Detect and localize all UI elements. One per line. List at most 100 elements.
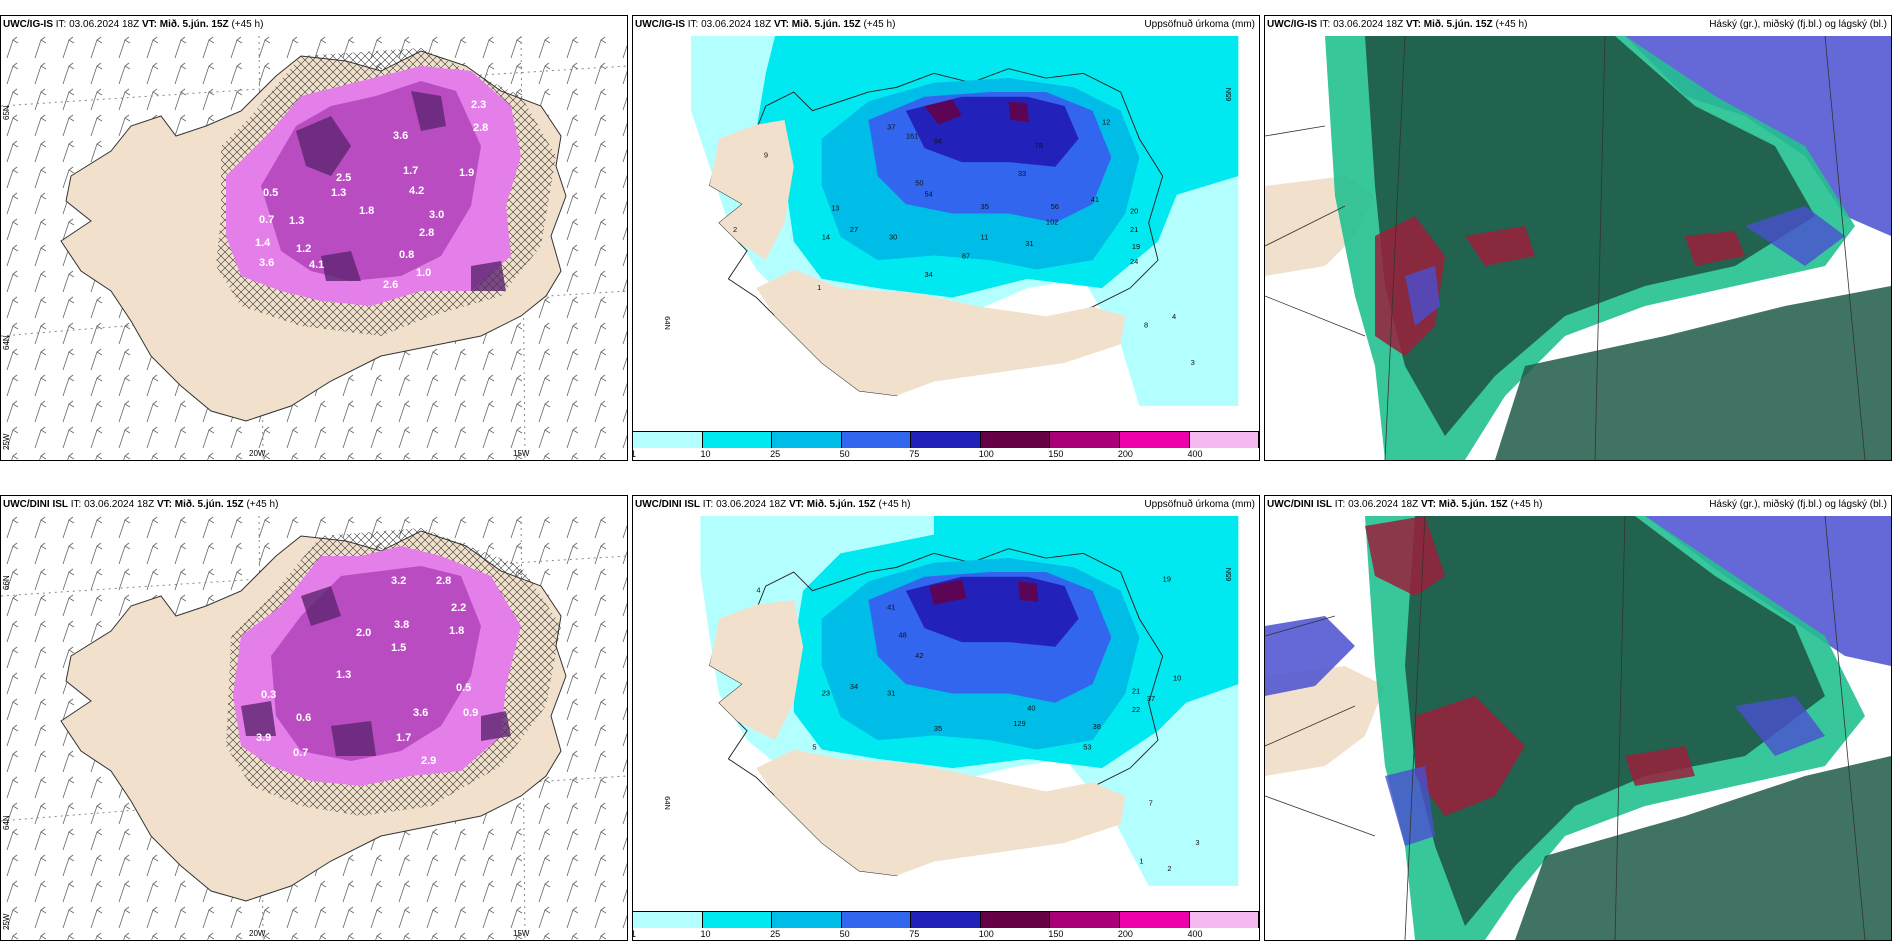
- precip-label: 38: [1093, 722, 1101, 731]
- precipitation-map: 37 161 94 50 54 33 78 56 41 102 31 11 35…: [653, 36, 1239, 406]
- cloud-cover-map: [1265, 36, 1891, 460]
- precip-label: 56: [1051, 202, 1059, 211]
- colorbar-swatch: [702, 912, 773, 928]
- lat-label: 66N: [2, 575, 11, 590]
- colorbar-swatch: [911, 432, 981, 448]
- colorbar-label: 100: [978, 449, 994, 459]
- iceland-landmass: [709, 548, 1164, 877]
- snow-label: 3.6: [393, 130, 408, 142]
- lat-label: 64N: [663, 796, 672, 810]
- colorbar-label: 200: [1117, 449, 1133, 459]
- lat-label: 65N: [1224, 568, 1233, 582]
- snow-label: 1.5: [391, 642, 406, 654]
- vt-label: VT:: [773, 19, 789, 30]
- valid-time: Mið. 5.jún. 15Z: [1423, 19, 1493, 30]
- precip-label: 9: [764, 150, 768, 159]
- high-cloud-zone: [1365, 36, 1815, 436]
- land-west-zone: [709, 600, 804, 741]
- precip-label: 94: [934, 136, 942, 145]
- colorbar-swatch: [980, 432, 1051, 448]
- precip-label: 4: [1172, 312, 1176, 321]
- colorbar-swatch: [772, 912, 842, 928]
- precip-label: 54: [925, 190, 933, 199]
- precip-label: 23: [822, 688, 830, 697]
- precip-label: 35: [981, 202, 989, 211]
- low-cloud-south: [1385, 696, 1825, 846]
- colorbar-swatch: [911, 912, 981, 928]
- map-title: Uppsöfnuð úrkoma (mm): [1144, 499, 1255, 510]
- precip-label: 2: [1167, 864, 1171, 873]
- colorbar-swatch: [1189, 432, 1259, 448]
- snow-label: 2.8: [473, 122, 488, 134]
- panel-top-left: UWC/IG-IS IT: 03.06.2024 18Z VT: Mið. 5.…: [0, 15, 628, 461]
- snow-depth-labels: 2.8 3.2 2.2 1.8 1.5 3.9 0.3 3.6 0.5 2.9 …: [256, 575, 478, 767]
- precip-label: 33: [1018, 169, 1026, 178]
- panel-header: UWC/DINI ISL IT: 03.06.2024 18Z VT: Mið.…: [1267, 499, 1542, 510]
- lead-time: (+45 h): [231, 19, 264, 30]
- snow-label: 0.5: [456, 682, 471, 694]
- snow-label: 3.8: [394, 619, 409, 631]
- land-west: [1265, 666, 1385, 776]
- precip-label: 87: [962, 251, 970, 260]
- colorbar-swatch: [841, 912, 912, 928]
- snow-label: 2.5: [336, 172, 351, 184]
- lead-time: (+45 h): [1510, 499, 1543, 510]
- panel-header: UWC/DINI ISL IT: 03.06.2024 18Z VT: Mið.…: [635, 499, 910, 510]
- panel-header: UWC/IG-IS IT: 03.06.2024 18Z VT: Mið. 5.…: [1267, 19, 1527, 30]
- precip-label: 30: [889, 233, 897, 242]
- colorbar-label: 10: [700, 449, 711, 459]
- precip-label: 21: [1130, 225, 1138, 234]
- snow-label: 4.1: [309, 259, 324, 271]
- lon-label: 20W: [249, 929, 266, 938]
- init-time: IT: 03.06.2024 18Z: [1334, 499, 1419, 510]
- land-dry-zone: [756, 269, 1126, 396]
- colorbar-swatch: [1119, 912, 1190, 928]
- init-time: IT: 03.06.2024 18Z: [702, 499, 787, 510]
- precip-label: 42: [915, 651, 923, 660]
- snow-label: 2.8: [436, 575, 451, 587]
- iceland-landmass: [709, 68, 1164, 397]
- mid-cloud-zone: [1375, 216, 1745, 356]
- colorbar-label: 10: [700, 929, 711, 939]
- lead-time: (+45 h): [1495, 19, 1528, 30]
- init-time: IT: 03.06.2024 18Z: [70, 499, 155, 510]
- colorbar-swatch: [1189, 912, 1259, 928]
- precip-label: 8: [1144, 320, 1148, 329]
- valid-time: Mið. 5.jún. 15Z: [806, 499, 876, 510]
- snow-label: 2.9: [421, 755, 436, 767]
- panel-bottom-right: UWC/DINI ISL IT: 03.06.2024 18Z VT: Mið.…: [1264, 495, 1892, 941]
- precip-label: 2: [733, 225, 737, 234]
- lon-label: 15W: [513, 449, 530, 458]
- init-time: IT: 03.06.2024 18Z: [687, 19, 772, 30]
- low-cloud-south: [1405, 206, 1845, 326]
- init-time: IT: 03.06.2024 18Z: [1319, 19, 1404, 30]
- precip-label: 129: [1013, 719, 1025, 728]
- precip-label: 53: [1083, 742, 1091, 751]
- valid-time: Mið. 5.jún. 15Z: [791, 19, 861, 30]
- snow-label: 2.8: [419, 227, 434, 239]
- snow-label: 1.3: [289, 215, 304, 227]
- precip-label: 31: [887, 688, 895, 697]
- colorbar-label: 75: [909, 449, 920, 459]
- precip-label: 102: [1046, 218, 1058, 227]
- model-name: UWC/IG-IS: [635, 19, 685, 30]
- mid-cloud-zone: [1365, 516, 1695, 816]
- precip-label: 35: [934, 724, 942, 733]
- colorbar: 1 10 25 50 75 100 150 200 400: [633, 431, 1259, 460]
- precip-label: 37: [887, 122, 895, 131]
- precip-label: 13: [831, 204, 839, 213]
- snow-label: 2.3: [471, 99, 486, 111]
- snow-label: 0.5: [263, 187, 278, 199]
- graticule: [1265, 516, 1866, 940]
- colorbar-label: 1: [633, 449, 636, 459]
- precip-label: 7: [1149, 799, 1153, 808]
- snow-wind-map: 2.8 3.2 2.2 1.8 1.5 3.9 0.3 3.6 0.5 2.9 …: [1, 516, 627, 940]
- snow-label: 0.8: [399, 249, 414, 261]
- vt-label: VT:: [141, 19, 157, 30]
- precip-label: 3: [1195, 838, 1199, 847]
- model-name: UWC/IG-IS: [1267, 19, 1317, 30]
- precip-label: 78: [1035, 141, 1043, 150]
- lon-label: 20W: [249, 449, 266, 458]
- colorbar-swatch: [1119, 432, 1190, 448]
- model-name: UWC/DINI ISL: [3, 499, 68, 510]
